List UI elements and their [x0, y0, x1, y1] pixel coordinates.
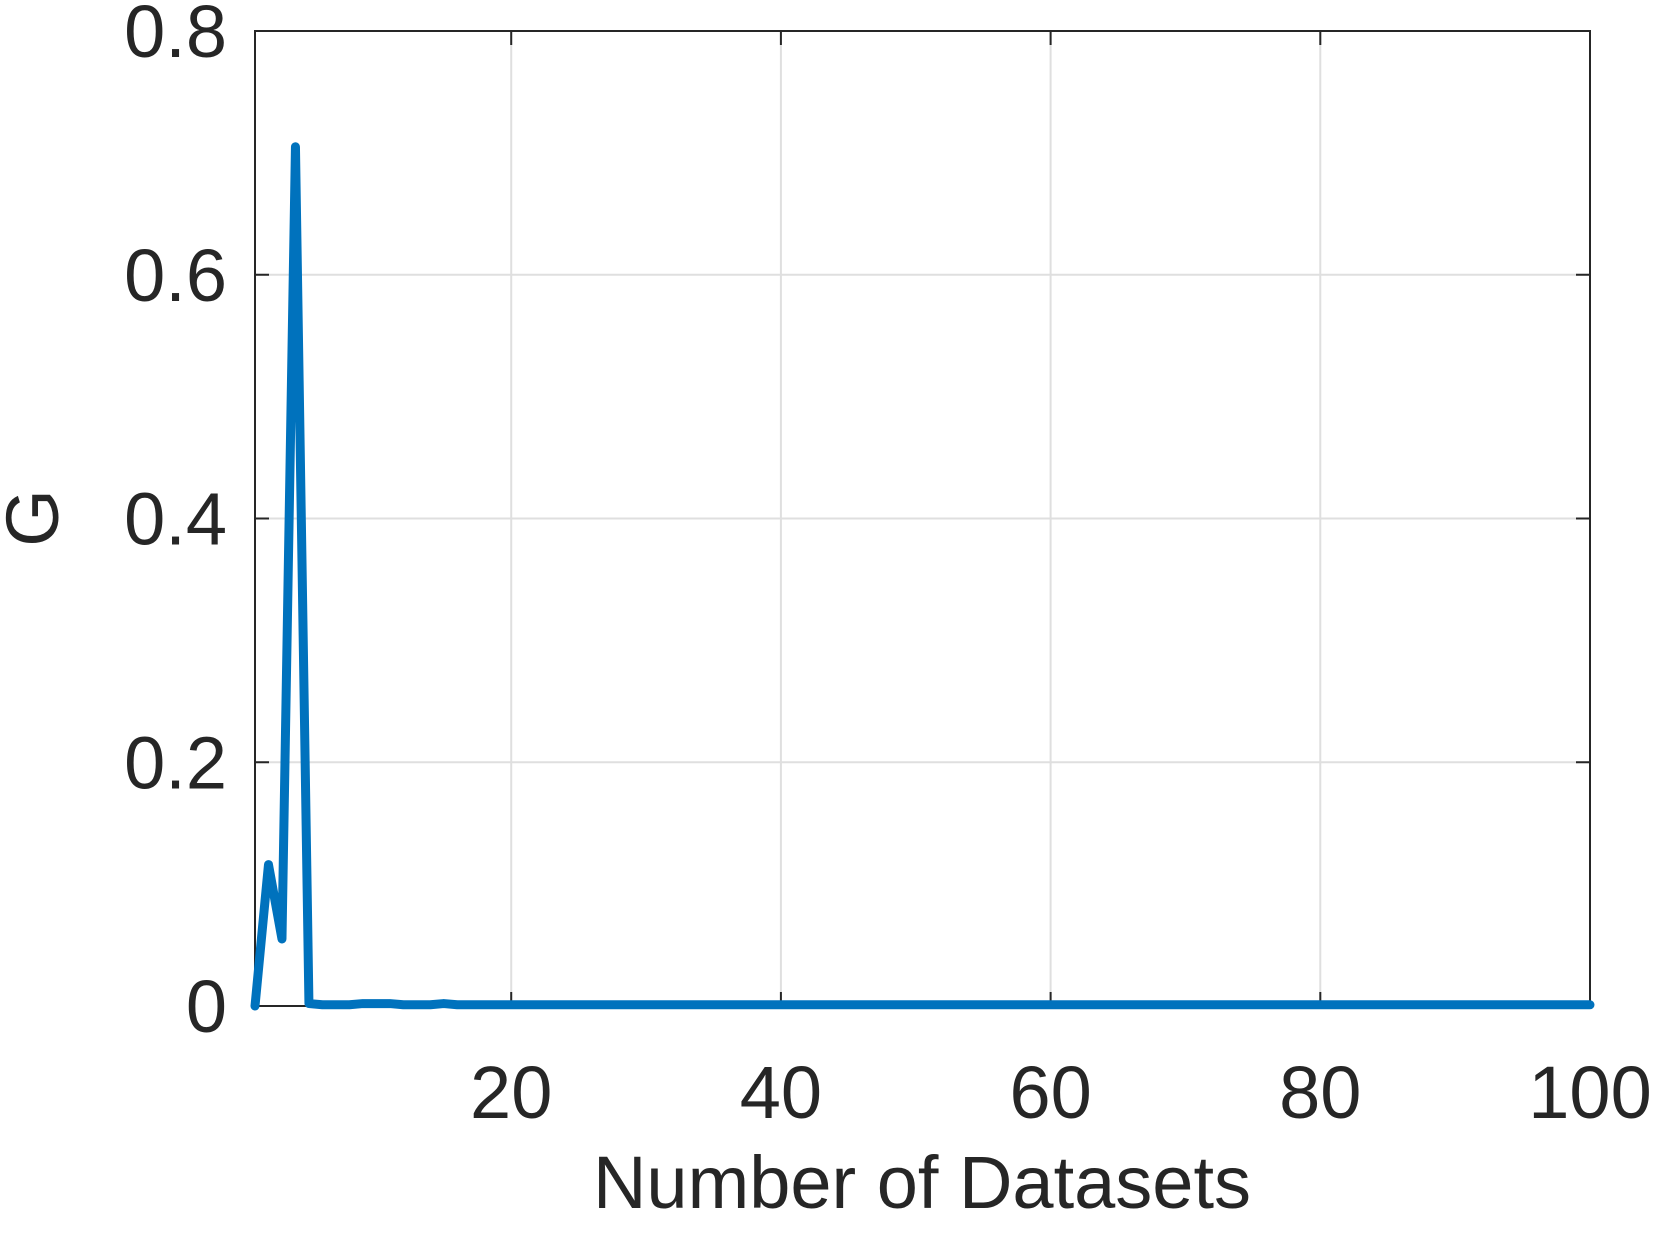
y-tick-label: 0.6: [124, 234, 227, 317]
data-line: [250, 142, 1595, 1011]
x-tick-label: 40: [740, 1051, 822, 1134]
x-tick-label: 20: [470, 1051, 552, 1134]
x-tick-label: 100: [1528, 1051, 1651, 1134]
x-tick-label: 60: [1009, 1051, 1091, 1134]
y-tick-label: 0: [186, 965, 227, 1048]
y-tick-label: 0.8: [124, 0, 227, 73]
x-axis-label: Number of Datasets: [593, 1141, 1251, 1224]
x-tick-label: 80: [1279, 1051, 1361, 1134]
y-axis-label: G: [0, 489, 74, 547]
y-tick-label: 0.2: [124, 721, 227, 804]
y-tick-label: 0.4: [124, 478, 227, 561]
